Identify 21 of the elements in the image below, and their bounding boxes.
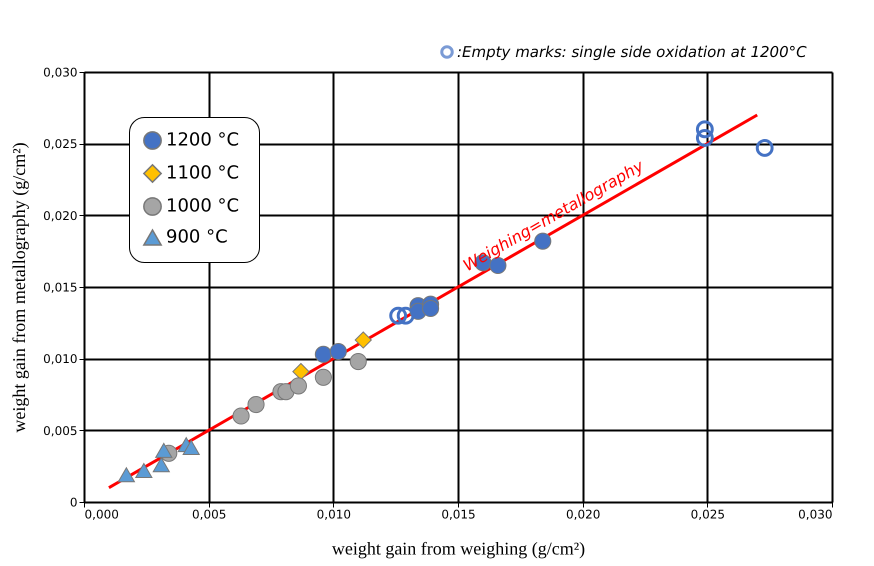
x-tick-label: 0,005 [192, 508, 226, 522]
y-axis-title: weight gain from metallography (g/cm²) [9, 142, 30, 433]
text: :Empty marks: single side oxidation at 1200°C [457, 43, 808, 61]
x-tick-label: 0,030 [798, 508, 832, 522]
x-axis-title: weight gain from weighing (g/cm²) [332, 538, 586, 558]
legend-label: 1100 °C [166, 162, 240, 184]
legend-label: 1000 °C [166, 196, 240, 216]
y-tick-label: 0,015 [43, 280, 78, 294]
y-tick-label: 0,025 [43, 137, 78, 152]
y-tick-label: 0,030 [43, 66, 78, 80]
x-tick-label: 0,010 [316, 508, 352, 522]
legend-label: 900 °C [166, 226, 228, 248]
x-tick-label: 0,000 [84, 508, 119, 522]
x-tick-label: 0,025 [690, 508, 726, 522]
legend-label: 1200 °C [166, 130, 240, 150]
y-tick-label: 0 [70, 496, 78, 510]
y-tick-label: 0,010 [43, 352, 78, 366]
y-tick-label: 0,020 [43, 208, 78, 223]
x-tick-label: 0,020 [566, 508, 600, 522]
y-tick-label: 0,005 [43, 424, 78, 438]
x-tick-label: 0,015 [441, 508, 476, 522]
